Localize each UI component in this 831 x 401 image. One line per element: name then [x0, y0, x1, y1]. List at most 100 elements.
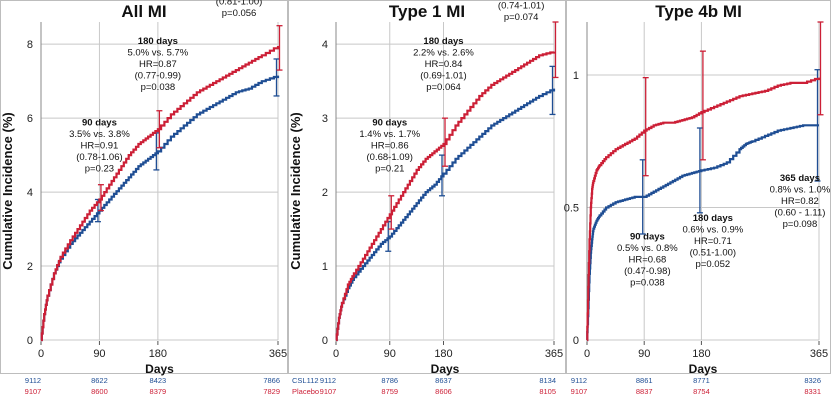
x-tick-label: 90 — [384, 348, 396, 360]
y-tick-label: 6 — [27, 113, 33, 125]
risk-count-placebo: 8837 — [636, 387, 653, 396]
risk-count-csl112: 9112 — [571, 376, 587, 385]
annotation-text: 0.8% vs. 1.0% — [770, 185, 831, 196]
x-tick-label: 365 — [545, 348, 563, 360]
risk-count-csl112: 8861 — [636, 376, 653, 385]
risk-count-placebo: 9107 — [320, 387, 337, 396]
y-tick-label: 0.5 — [564, 203, 579, 215]
annotation-text: 90 days — [82, 118, 117, 129]
y-tick-label: 8 — [27, 39, 33, 51]
risk-count-placebo: 8331 — [804, 387, 821, 396]
annotation-text: p=0.056 — [222, 8, 257, 19]
x-tick-label: 180 — [149, 348, 167, 360]
risk-count-csl112: 8786 — [381, 376, 398, 385]
risk-count-csl112: 8637 — [435, 376, 452, 385]
annotation-text: HR=0.82 — [781, 196, 819, 207]
x-tick-label: 180 — [692, 348, 710, 360]
annotation-text: p=0.074 — [504, 12, 539, 23]
risk-count-placebo: 8379 — [150, 387, 167, 396]
annotation-text: HR=0.71 — [694, 236, 732, 247]
risk-count-csl112: 7866 — [263, 376, 280, 385]
series-line-placebo — [586, 77, 821, 342]
annotation-text: HR=0.91 — [81, 141, 119, 152]
y-tick-label: 0 — [573, 335, 579, 347]
risk-count-placebo: 9107 — [571, 387, 588, 396]
annotation-text: (0.77-0.99) — [135, 71, 181, 82]
x-tick-label: 0 — [584, 348, 590, 360]
x-tick-label: 180 — [434, 348, 452, 360]
annotation-text: p=0.098 — [783, 219, 818, 230]
x-tick-label: 365 — [810, 348, 828, 360]
y-tick-label: 0 — [27, 335, 33, 347]
panel-frame — [288, 0, 566, 374]
series-line-csl112 — [586, 124, 819, 342]
risk-label-csl112: CSL112 — [292, 376, 319, 385]
risk-count-placebo: 8759 — [381, 387, 398, 396]
risk-count-csl112: 8771 — [693, 376, 710, 385]
annotation-text: HR=0.87 — [139, 59, 177, 70]
x-tick-label: 90 — [638, 348, 650, 360]
panel-title: Type 1 MI — [389, 2, 465, 21]
x-tick-label: 0 — [333, 348, 339, 360]
annotation-text: 365 days — [780, 173, 820, 184]
risk-count-csl112: 8326 — [804, 376, 821, 385]
annotation-text: p=0.23 — [85, 164, 114, 175]
risk-count-csl112: 8423 — [150, 376, 167, 385]
risk-label-placebo: Placebo — [292, 387, 319, 396]
risk-count-csl112: 9112 — [320, 376, 336, 385]
annotation-text: 90 days — [630, 231, 665, 242]
annotation-text: 0.6% vs. 0.9% — [682, 224, 743, 235]
annotation-text: p=0.21 — [375, 164, 404, 175]
annotation-text: (0.47-0.98) — [624, 266, 670, 277]
risk-count-csl112: 9112 — [25, 376, 41, 385]
y-axis-label: Cumulative Incidence (%) — [0, 112, 15, 269]
y-axis-label: Cumulative Incidence (%) — [288, 112, 303, 269]
y-tick-label: 1 — [322, 261, 328, 273]
risk-count-placebo: 8600 — [91, 387, 108, 396]
x-axis-label: Days — [431, 362, 460, 376]
risk-count-placebo: 8606 — [435, 387, 452, 396]
annotation-text: p=0.038 — [630, 277, 665, 288]
risk-count-csl112: 8134 — [539, 376, 556, 385]
annotation-text: p=0.064 — [426, 82, 461, 93]
annotation-text: HR=0.86 — [371, 141, 409, 152]
annotation-text: (0.78-1.06) — [76, 152, 122, 163]
x-tick-label: 365 — [269, 348, 287, 360]
annotation-text: (0.60 - 1.11) — [774, 208, 825, 219]
x-axis-label: Days — [145, 362, 174, 376]
x-axis-label: Days — [689, 362, 718, 376]
annotation-text: 180 days — [423, 36, 463, 47]
annotation-text: (0.81-1.00) — [216, 0, 262, 8]
x-tick-label: 90 — [93, 348, 105, 360]
annotation-text: (0.74-1.01) — [498, 0, 544, 11]
y-tick-label: 2 — [322, 187, 328, 199]
risk-count-csl112: 8622 — [91, 376, 108, 385]
y-tick-label: 3 — [322, 113, 328, 125]
annotation-text: (0.68-1.09) — [367, 152, 413, 163]
risk-count-placebo: 7829 — [263, 387, 280, 396]
y-tick-label: 0 — [322, 335, 328, 347]
annotation-text: 2.2% vs. 2.6% — [413, 48, 474, 59]
panel-title: Type 4b MI — [655, 2, 742, 21]
panel-frame — [0, 0, 288, 374]
annotation-text: HR=0.84 — [425, 59, 463, 70]
risk-count-placebo: 8754 — [693, 387, 710, 396]
y-tick-label: 2 — [27, 261, 33, 273]
x-tick-label: 0 — [38, 348, 44, 360]
annotation-text: 180 days — [138, 36, 178, 47]
y-tick-label: 4 — [27, 187, 33, 199]
annotation-text: p=0.038 — [141, 82, 176, 93]
annotation-text: HR=0.68 — [629, 254, 667, 265]
annotation-text: 90 days — [372, 118, 407, 129]
annotation-text: 0.5% vs. 0.8% — [617, 243, 678, 254]
risk-count-placebo: 9107 — [25, 387, 42, 396]
series-line-placebo — [40, 46, 280, 342]
panel-title: All MI — [121, 2, 166, 21]
annotation-text: 180 days — [693, 213, 733, 224]
annotation-text: (0.51-1.00) — [690, 247, 736, 258]
risk-count-placebo: 8105 — [539, 387, 556, 396]
annotation-text: (0.69-1.01) — [420, 71, 466, 82]
series-line-placebo — [335, 51, 556, 342]
